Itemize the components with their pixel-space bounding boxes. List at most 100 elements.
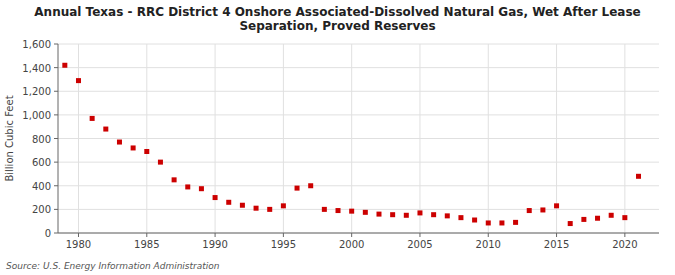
grid-line-y [58,209,659,210]
y-tick [54,44,58,45]
point [595,216,600,221]
point [554,203,559,208]
x-tick-label: 1995 [271,239,296,250]
point [295,186,300,191]
y-tick [54,209,58,210]
points [62,63,641,226]
point [513,220,518,225]
point [308,183,313,188]
y-tick [54,233,58,234]
y-tick [54,185,58,186]
y-tick [54,114,58,115]
x-tick-label: 1985 [134,239,159,250]
point [336,208,341,213]
title-line: Annual Texas - RRC District 4 Onshore As… [34,5,640,19]
grid-line-x [78,44,79,233]
point [226,200,231,205]
y-axis-label: Billion Cubic Feet [4,95,15,181]
point [254,206,259,211]
point [527,208,532,213]
point [213,195,218,200]
point [158,160,163,165]
point [609,213,614,218]
point [267,207,272,212]
grid-line-x [419,44,420,233]
y-tick [54,162,58,163]
x-tick [419,233,420,237]
grid-line-x [624,44,625,233]
point [349,209,354,214]
y-tick [54,67,58,68]
x-tick [146,233,147,237]
title-line: Separation, Proved Reserves [239,19,435,33]
point [172,177,177,182]
x-tick [215,233,216,237]
point [103,127,108,132]
background [0,0,675,275]
x-tick-label: 2005 [407,239,432,250]
point [90,116,95,121]
point [363,210,368,215]
point [431,212,436,217]
y-tick-label: 1,400 [22,63,51,74]
point [322,207,327,212]
point [131,145,136,150]
x-tick-label: 1990 [202,239,227,250]
point [404,213,409,218]
y-tick-label: 800 [32,134,51,145]
grid-line-y [58,185,659,186]
x-tick-label: 2000 [339,239,364,250]
point [540,207,545,212]
y-tick [54,91,58,92]
x-tick-label: 2010 [476,239,501,250]
grid-line-x [215,44,216,233]
point [581,217,586,222]
point [117,140,122,145]
grid [58,44,659,233]
point [281,203,286,208]
grid-line-y [58,233,659,234]
grid-line-y [58,138,659,139]
y-tick-label: 0 [45,228,51,239]
grid-line-y [58,91,659,92]
grid-line-x [351,44,352,233]
x-tick [351,233,352,237]
point [417,210,422,215]
point [144,149,149,154]
x-axis-line [58,233,659,234]
y-tick-label: 200 [32,204,51,215]
grid-line-y [58,67,659,68]
y-tick [54,138,58,139]
grid-line-x [488,44,489,233]
point [199,186,204,191]
x-tick-label: 2020 [612,239,637,250]
y-tick-label: 1,200 [22,86,51,97]
point [499,220,504,225]
grid-line-y [58,44,659,45]
grid-line-x [146,44,147,233]
point [568,221,573,226]
x-tick [488,233,489,237]
grid-line-y [58,162,659,163]
point [76,78,81,83]
point [636,174,641,179]
point [185,184,190,189]
x-tick [78,233,79,237]
point [622,215,627,220]
point [486,220,491,225]
x-tick-label: 1980 [66,239,91,250]
x-tick [556,233,557,237]
x-tick [624,233,625,237]
chart: Annual Texas - RRC District 4 Onshore As… [0,0,675,275]
y-tick-label: 600 [32,157,51,168]
point [62,63,67,68]
x-tick [283,233,284,237]
point [240,203,245,208]
x-tick-label: 2015 [544,239,569,250]
y-tick-label: 1,000 [22,110,51,121]
point [458,215,463,220]
point [376,212,381,217]
grid-line-y [58,114,659,115]
y-tick-label: 1,600 [22,39,51,50]
y-tick-label: 400 [32,181,51,192]
